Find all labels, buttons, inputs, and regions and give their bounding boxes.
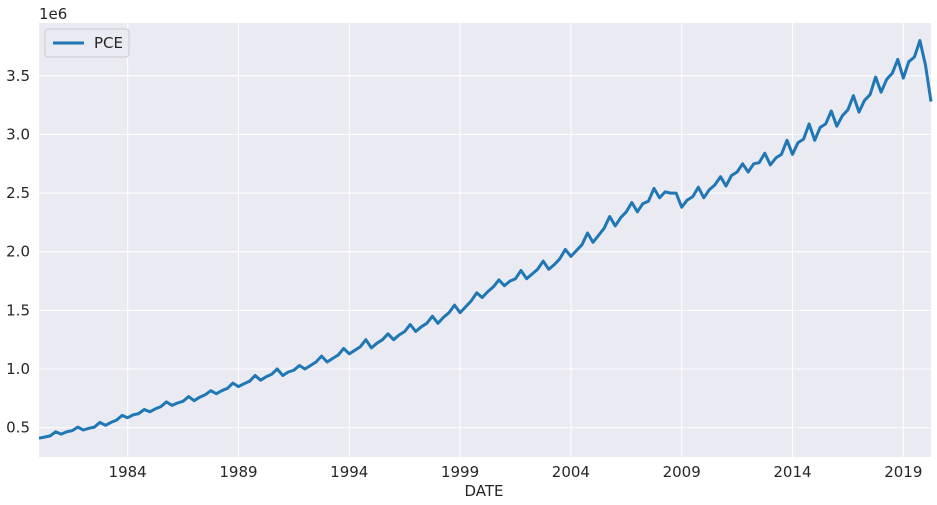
x-tick-label: 1994: [330, 463, 368, 481]
x-axis-label: DATE: [464, 482, 503, 500]
y-tick-label: 3.0: [6, 125, 30, 143]
y-offset-text: 1e6: [39, 5, 67, 23]
y-tick-label: 1.0: [6, 360, 30, 378]
x-tick-label: 2019: [884, 463, 922, 481]
y-axis: 0.5 1.0 1.5 2.0 2.5 3.0 3.5: [6, 67, 30, 437]
legend-box: [44, 28, 130, 58]
x-tick-label: 2009: [663, 463, 701, 481]
y-tick-label: 2.5: [6, 184, 30, 202]
y-tick-label: 0.5: [6, 419, 30, 437]
legend-label-pce: PCE: [94, 34, 123, 52]
x-tick-label: 1989: [219, 463, 257, 481]
x-axis: 1984 1989 1994 1999 2004 2009 2014 2019: [109, 463, 923, 481]
x-tick-label: 2004: [552, 463, 590, 481]
x-tick-label: 2014: [773, 463, 811, 481]
pce-line: [38, 39, 933, 440]
x-tick-label: 1984: [109, 463, 147, 481]
plot-background: [39, 23, 931, 457]
grid-lines: [39, 23, 931, 457]
y-tick-label: 1.5: [6, 301, 30, 319]
legend: PCE: [44, 28, 130, 58]
x-tick-label: 1999: [441, 463, 479, 481]
y-tick-label: 2.0: [6, 243, 30, 261]
y-tick-label: 3.5: [6, 67, 30, 85]
